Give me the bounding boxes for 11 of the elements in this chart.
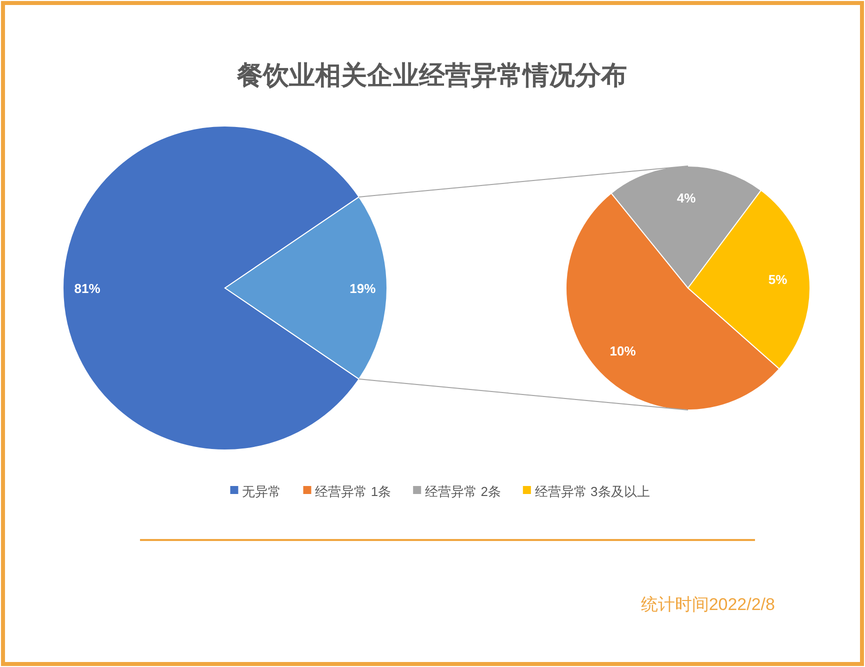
data-label: 4% xyxy=(676,190,696,206)
data-label: 81% xyxy=(74,281,101,296)
legend-label: 经营异常 2条 xyxy=(425,484,501,499)
legend-label: 经营异常 1条 xyxy=(315,484,392,499)
data-label: 19% xyxy=(350,281,376,296)
text: 统计时间2022/2/8 xyxy=(640,595,775,614)
data-label: 5% xyxy=(768,272,788,287)
data-label: 10% xyxy=(610,343,636,358)
legend-label: 经营异常 3条及以上 xyxy=(534,484,650,499)
chart-title: 餐饮业相关企业经营异常情况分布 xyxy=(236,60,627,90)
legend-label: 无异常 xyxy=(242,484,282,499)
